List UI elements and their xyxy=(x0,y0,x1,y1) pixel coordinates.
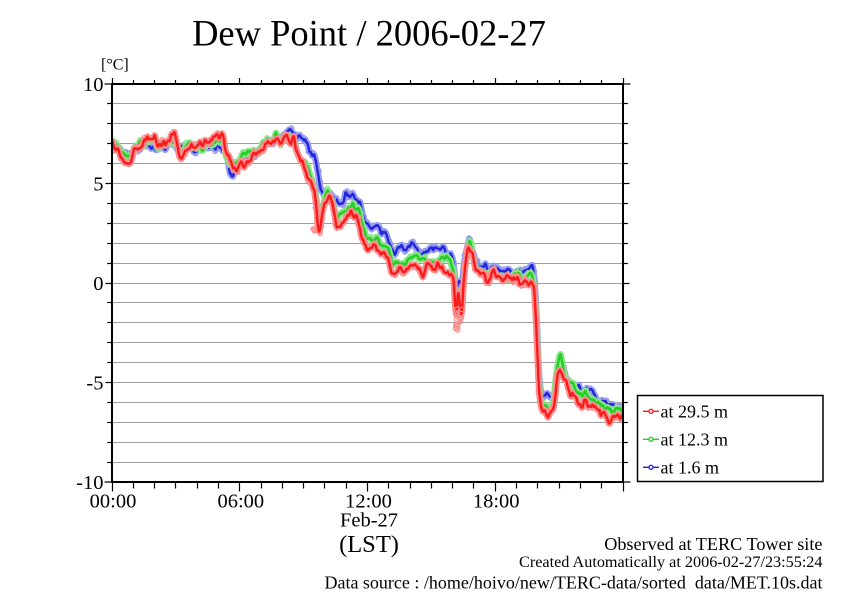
svg-text:-10: -10 xyxy=(76,472,103,494)
svg-text:Data source : /home/hoivo/new/: Data source : /home/hoivo/new/TERC-data/… xyxy=(324,573,822,593)
svg-text:at 1.6 m: at 1.6 m xyxy=(661,458,720,478)
svg-text:[°C]: [°C] xyxy=(101,57,129,74)
svg-text:at 29.5 m: at 29.5 m xyxy=(661,402,729,422)
svg-text:0: 0 xyxy=(93,273,103,295)
svg-text:00:00: 00:00 xyxy=(90,490,137,512)
svg-text:12:00: 12:00 xyxy=(345,490,392,512)
svg-text:Feb-27: Feb-27 xyxy=(340,510,398,532)
svg-text:Created Automatically at 2006-: Created Automatically at 2006-02-27/23:5… xyxy=(519,553,822,571)
svg-text:at 12.3 m: at 12.3 m xyxy=(661,430,729,450)
svg-text:06:00: 06:00 xyxy=(217,490,264,512)
svg-text:-5: -5 xyxy=(86,373,103,395)
svg-text:Dew Point / 2006-02-27: Dew Point / 2006-02-27 xyxy=(192,12,546,53)
svg-text:10: 10 xyxy=(83,74,104,96)
svg-text:(LST): (LST) xyxy=(339,531,399,558)
svg-text:5: 5 xyxy=(93,174,103,196)
svg-text:18:00: 18:00 xyxy=(473,490,520,512)
svg-text:Observed at TERC Tower site: Observed at TERC Tower site xyxy=(604,534,822,554)
